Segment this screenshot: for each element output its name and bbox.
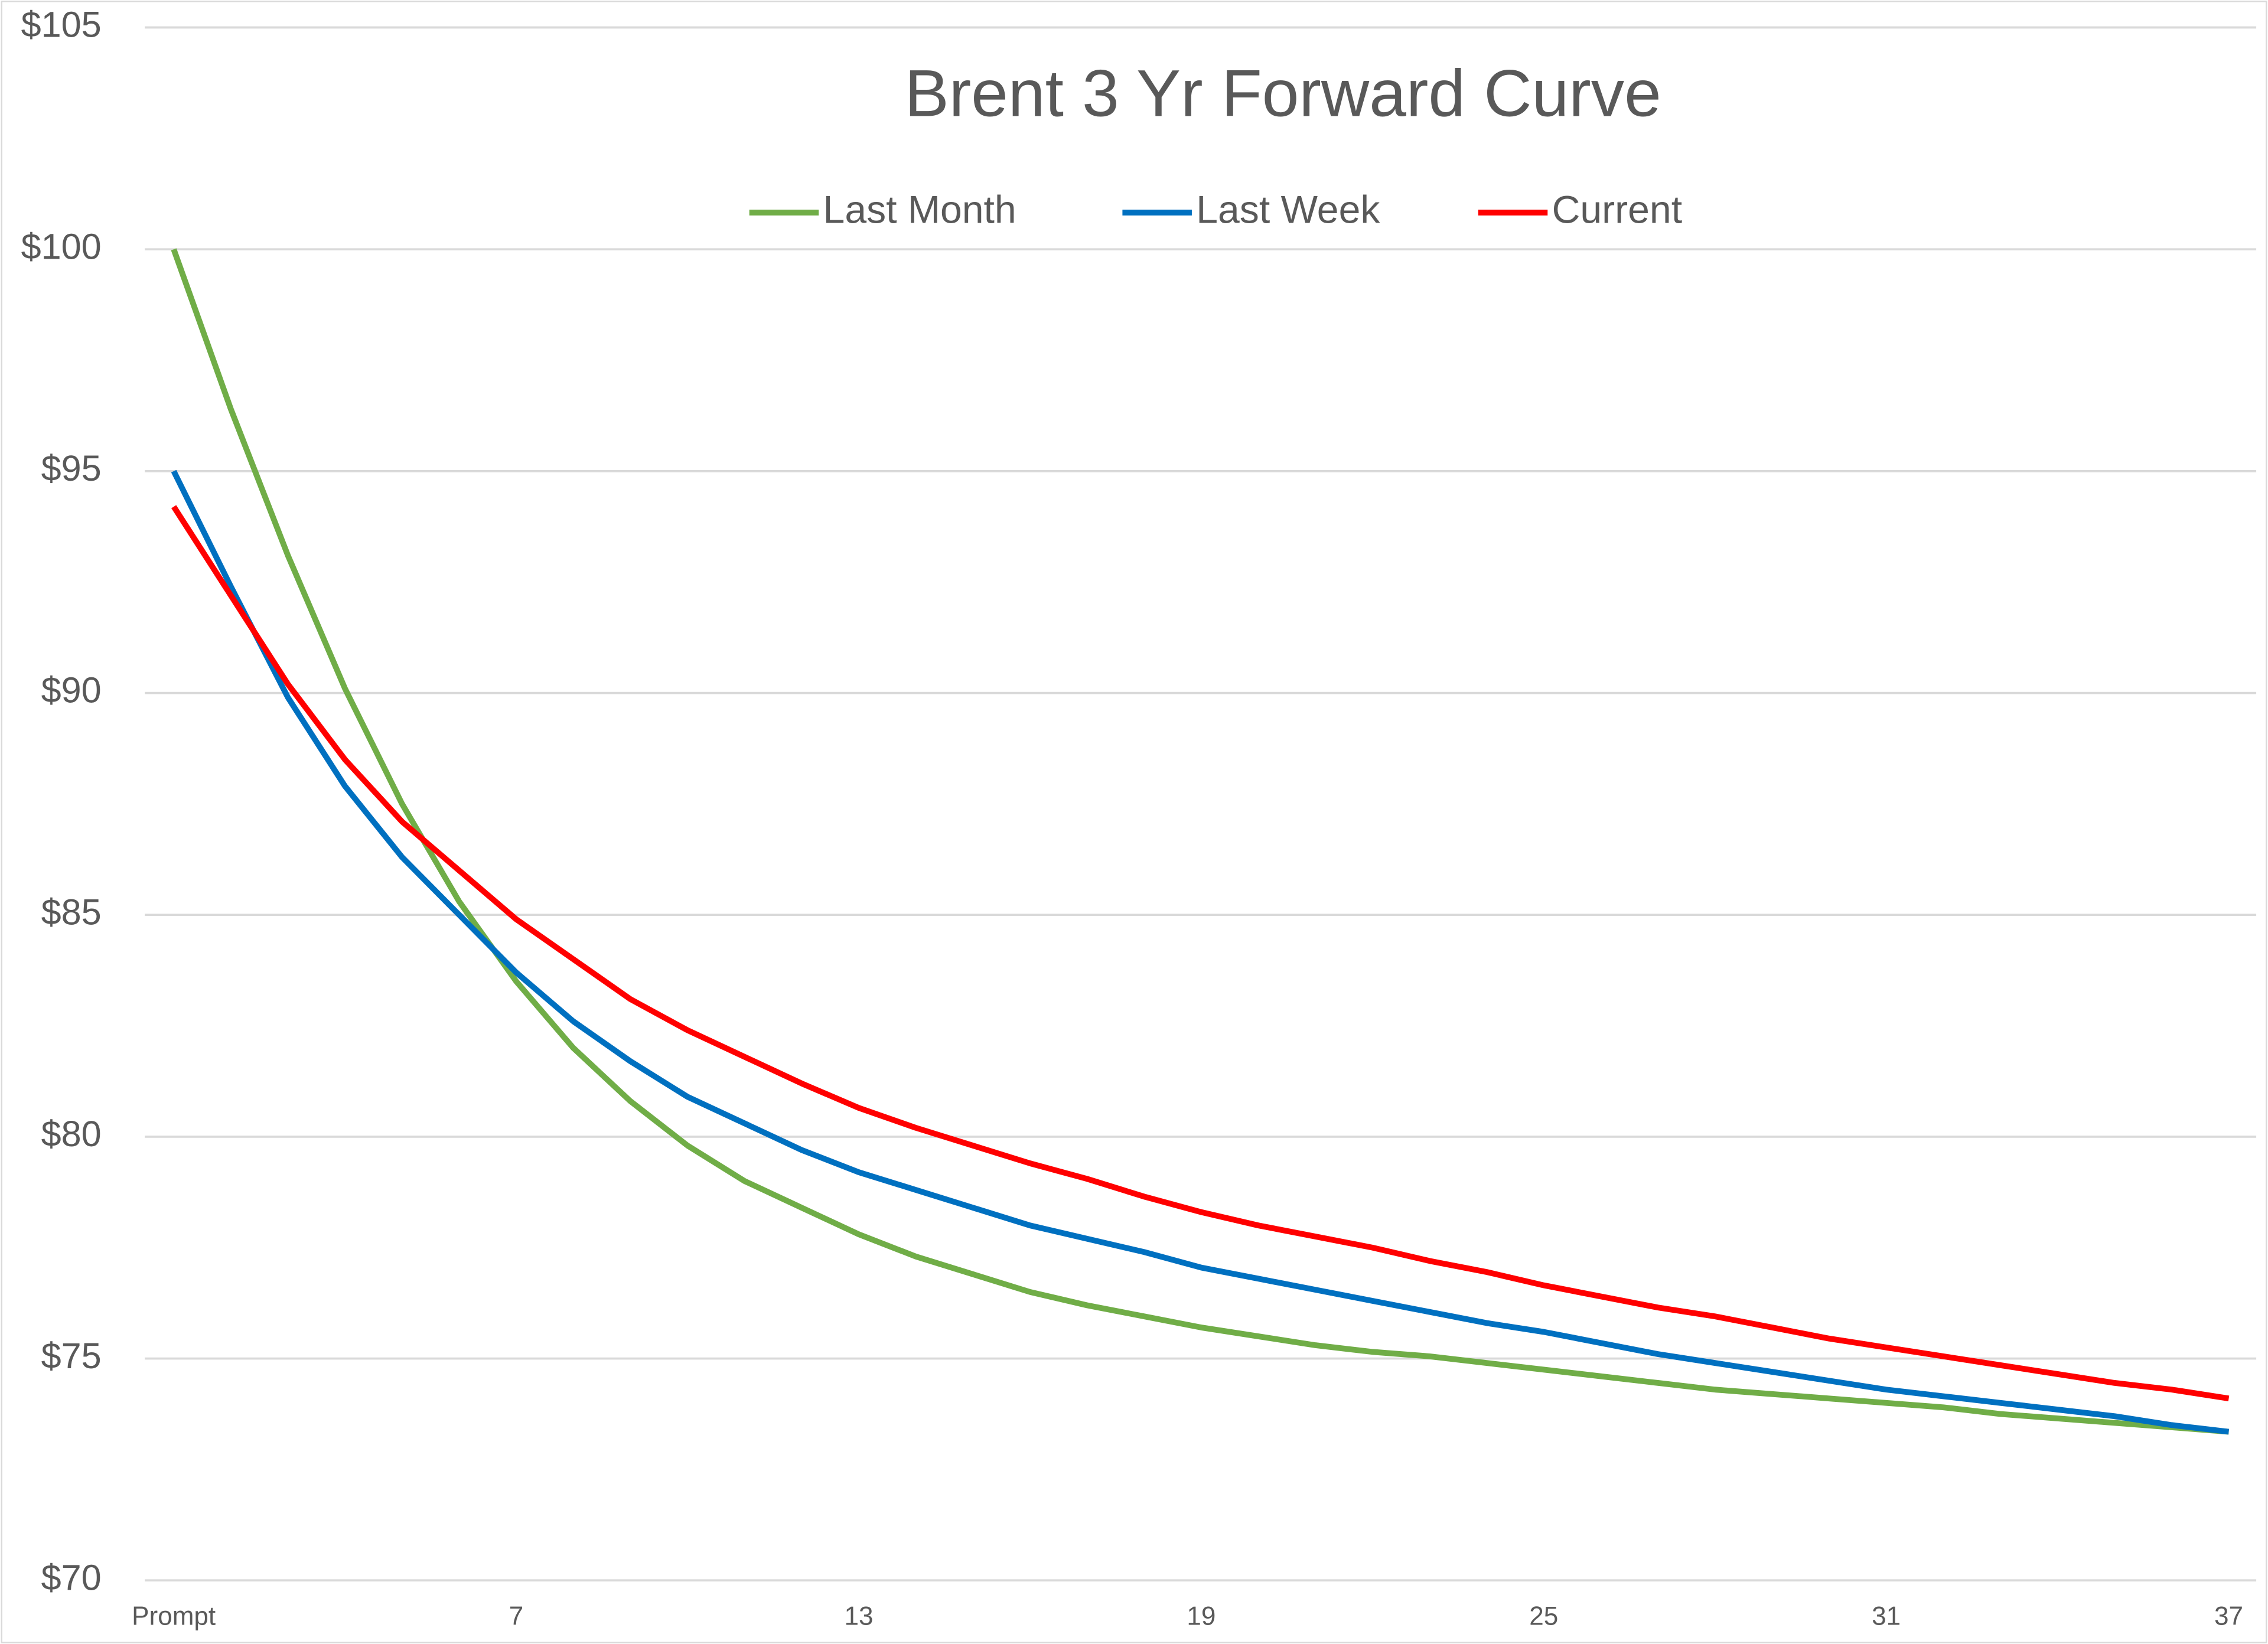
x-tick-label: 25 <box>1529 1602 1558 1631</box>
y-tick-label: $105 <box>21 5 102 45</box>
legend-label: Last Week <box>1196 188 1380 231</box>
y-tick-label: $95 <box>41 448 102 488</box>
y-tick-label: $70 <box>41 1557 102 1597</box>
line-series <box>171 505 2230 1402</box>
x-tick-label: Prompt <box>132 1602 216 1631</box>
x-tick-label: 13 <box>844 1602 873 1631</box>
y-tick-label: $100 <box>21 226 102 266</box>
line-series <box>171 248 2229 1435</box>
y-tick-label: $80 <box>41 1114 102 1154</box>
x-tick-label: 37 <box>2214 1602 2243 1631</box>
legend-label: Current <box>1552 188 1682 231</box>
y-tick-label: $75 <box>41 1336 102 1376</box>
x-tick-label: 7 <box>509 1602 524 1631</box>
legend-label: Last Month <box>823 188 1016 231</box>
x-tick-label: 19 <box>1187 1602 1216 1631</box>
chart-title: Brent 3 Yr Forward Curve <box>905 56 1661 130</box>
y-tick-label: $85 <box>41 892 102 932</box>
y-tick-label: $90 <box>41 670 102 710</box>
x-tick-label: 31 <box>1872 1602 1901 1631</box>
line-series <box>171 469 2230 1435</box>
